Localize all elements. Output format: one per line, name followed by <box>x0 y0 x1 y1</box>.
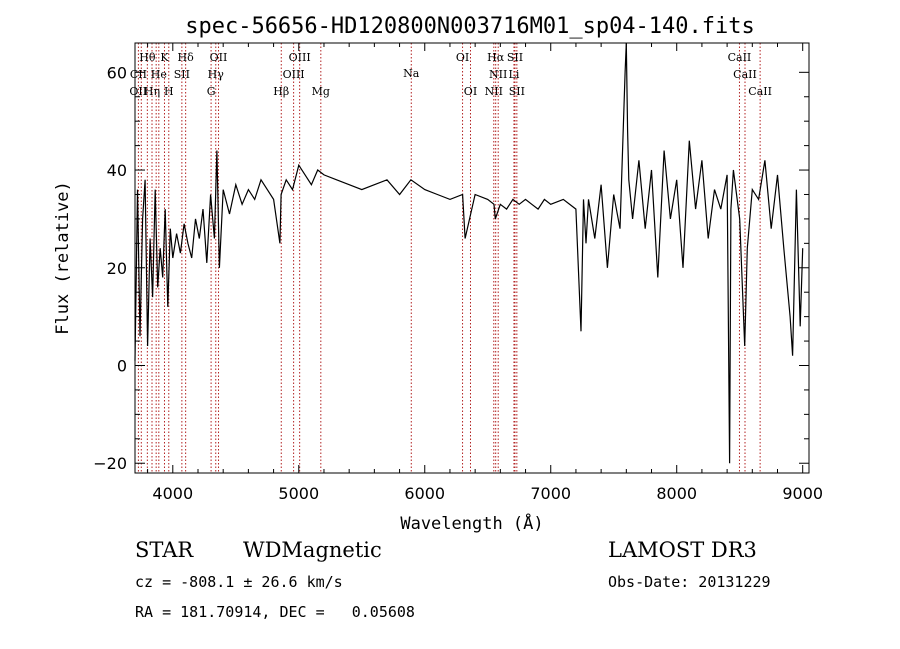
spectral-line-label: OIII <box>283 68 305 81</box>
spectral-line-label: Mg <box>312 85 330 98</box>
spectral-line-label: Hβ <box>273 85 289 98</box>
spectral-line-label: SII <box>509 85 525 98</box>
spectral-line-label: Hδ <box>178 51 195 64</box>
axis-ticks: 4000 5000 6000 7000 8000 9000 −20 0 20 40 60 <box>93 43 823 503</box>
y-axis-label: Flux (relative) <box>53 181 73 335</box>
spectral-line-markers <box>137 43 761 473</box>
y-tick-label: 0 <box>117 357 127 376</box>
spectral-line-label: Hγ <box>208 68 225 81</box>
coordinates: RA = 181.70914, DEC = 0.05608 <box>135 603 415 621</box>
spectral-line-label: Hθ <box>139 51 156 64</box>
object-class: STAR <box>135 538 194 562</box>
spectral-line-label: H <box>164 85 174 98</box>
spectral-line-label: Li <box>509 68 520 81</box>
spectrum-line <box>134 42 804 464</box>
obs-date: Obs-Date: 20131229 <box>608 573 771 591</box>
spectral-line-label: SII <box>507 51 523 64</box>
plot-frame <box>134 42 810 474</box>
object-subclass: WDMagnetic <box>243 538 382 562</box>
spectral-line-label: NII <box>485 85 503 98</box>
spectral-line-label: He <box>151 68 167 81</box>
x-tick-label: 6000 <box>404 484 445 503</box>
x-tick-label: 7000 <box>530 484 571 503</box>
spectral-line-label: K <box>160 51 169 64</box>
y-tick-label: 60 <box>107 63 127 82</box>
spectral-line-label: Hα <box>487 51 505 64</box>
spectral-line-label: G <box>207 85 216 98</box>
spectral-line-label: Hη <box>144 85 160 98</box>
chart-title: spec-56656-HD120800N003716M01_sp04-140.f… <box>185 14 755 39</box>
x-tick-label: 9000 <box>782 484 823 503</box>
spectral-line-label: OI <box>456 51 469 64</box>
spectral-line-label: CaII <box>733 68 757 81</box>
spectral-line-label: OII <box>210 51 228 64</box>
spectral-line-label: CaII <box>728 51 752 64</box>
spectral-line-label: OI <box>464 85 477 98</box>
spectral-line-label: SII <box>174 68 190 81</box>
survey-name: LAMOST DR3 <box>608 538 757 562</box>
spectral-line-label: NII <box>489 68 507 81</box>
x-tick-label: 8000 <box>656 484 697 503</box>
spectral-line-label: CII <box>130 68 147 81</box>
spectral-line-label: OII <box>129 85 147 98</box>
spectral-line-label: CaII <box>748 85 772 98</box>
x-axis-label: Wavelength (Å) <box>400 512 543 534</box>
y-tick-label: 40 <box>107 161 127 180</box>
x-tick-label: 5000 <box>278 484 319 503</box>
spectral-line-label: Na <box>403 67 420 80</box>
y-tick-label: 20 <box>107 259 127 278</box>
spectral-line-label: OIII <box>289 51 311 64</box>
redshift-text: cz = -808.1 ± 26.6 km/s <box>135 573 343 591</box>
x-tick-label: 4000 <box>152 484 193 503</box>
y-tick-label: −20 <box>93 454 127 473</box>
